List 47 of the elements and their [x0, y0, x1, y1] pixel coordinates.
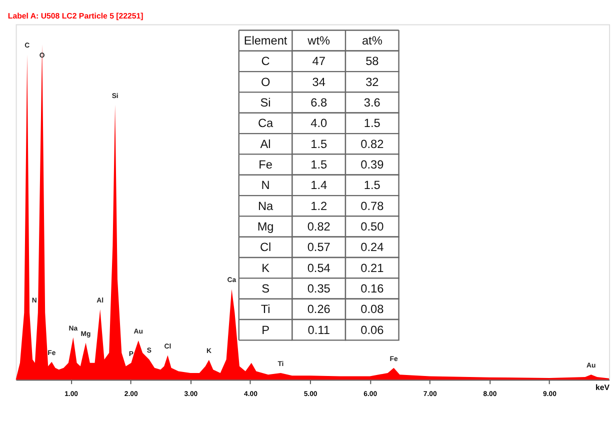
data-label: 1.2 [310, 198, 328, 213]
data-label: 58 [366, 54, 380, 68]
x-tick-label: at% [362, 34, 383, 48]
y-tick-label: P [262, 322, 270, 337]
data-label: 32 [366, 74, 379, 89]
data-label: 0.39 [360, 157, 384, 172]
data-label: 0.82 [307, 219, 330, 234]
y-tick-label: K [262, 260, 270, 275]
y-tick-label: Ti [260, 302, 270, 316]
y-tick-label: N [261, 178, 270, 192]
data-label: 0.82 [360, 136, 384, 151]
data-label: 1.5 [310, 136, 328, 151]
data-label: 0.57 [307, 240, 330, 254]
data-label: 1.5 [364, 178, 381, 192]
y-tick-label: C [261, 54, 270, 68]
y-tick-label: Al [260, 136, 271, 151]
data-label: 0.26 [307, 302, 331, 316]
data-label: 0.35 [307, 281, 331, 296]
chart-title: Label A: U508 LC2 Particle 5 [22251] [8, 11, 144, 20]
y-tick-label: Na [258, 198, 274, 213]
y-tick-label: Mg [257, 219, 274, 234]
x-tick-label: wt% [306, 34, 330, 48]
data-label: 47 [312, 54, 326, 68]
data-label: 4.0 [310, 116, 328, 130]
y-tick-label: Cl [260, 240, 272, 254]
data-label: 6.8 [310, 95, 328, 110]
data-label: 0.16 [360, 281, 384, 296]
y-tick-label: Si [260, 95, 271, 110]
y-tick-label: Ca [258, 116, 274, 130]
y-tick-label: Fe [258, 157, 273, 172]
data-label: 0.11 [308, 322, 330, 337]
y-tick-label: O [260, 74, 270, 89]
data-label: 34 [312, 74, 326, 89]
data-label: 0.08 [360, 302, 384, 316]
data-label: 1.4 [310, 178, 328, 192]
data-label: 0.06 [360, 322, 384, 337]
data-label: 0.50 [360, 219, 384, 234]
x-axis-title: keV [596, 383, 610, 392]
data-label: 1.5 [364, 116, 381, 130]
data-label: 3.6 [364, 95, 381, 110]
data-label: 0.21 [360, 260, 384, 275]
data-label: 0.54 [307, 260, 331, 275]
data-label: 0.78 [360, 198, 384, 213]
data-label: 1.5 [310, 157, 328, 172]
y-tick-label: S [262, 281, 270, 296]
data-label: 0.24 [360, 240, 384, 254]
y-axis-title: Element [244, 34, 288, 48]
